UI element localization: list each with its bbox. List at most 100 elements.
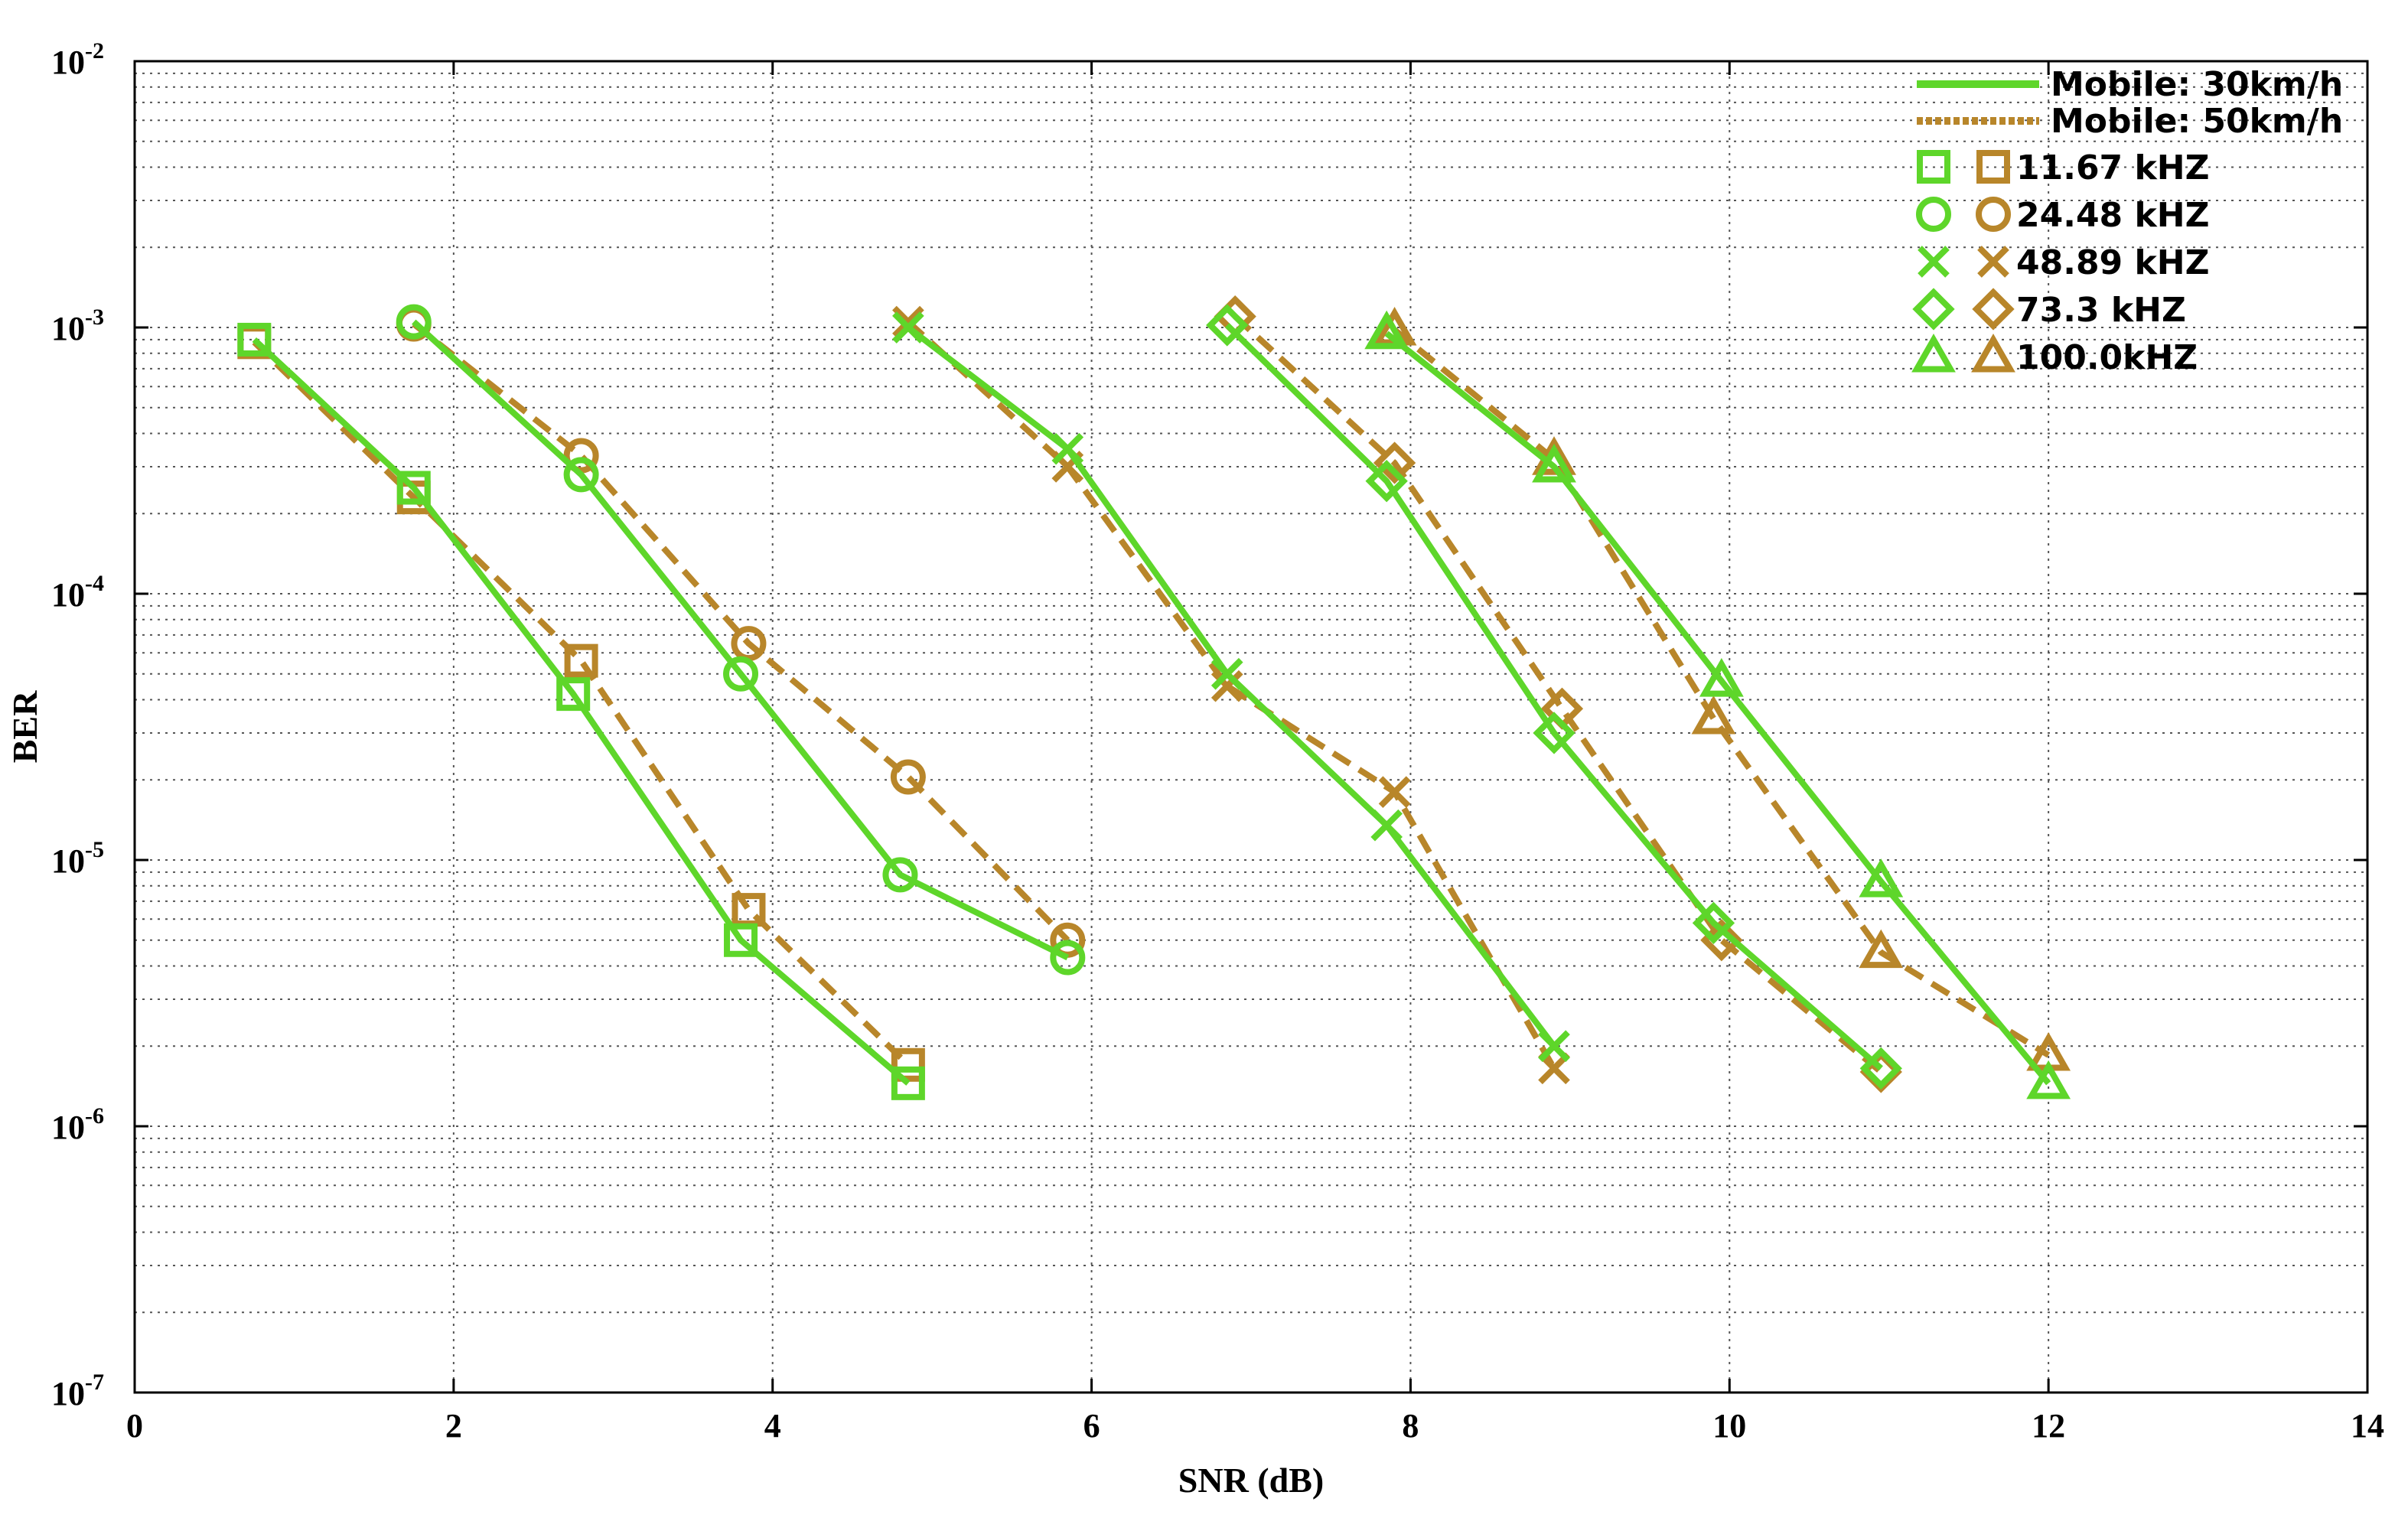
data-point bbox=[1211, 669, 1243, 702]
y-tick-exponent: -4 bbox=[85, 571, 104, 596]
y-tick-exponent: -6 bbox=[85, 1103, 104, 1129]
legend-marker-50 bbox=[1971, 333, 2015, 373]
data-point bbox=[1538, 1030, 1570, 1063]
legend-label: Mobile: 50km/h bbox=[2051, 102, 2343, 141]
legend-label: 24.48 kHZ bbox=[2016, 196, 2209, 235]
series-x-30kmh bbox=[892, 311, 1570, 1063]
data-point bbox=[1364, 310, 1409, 350]
legend-marker-30 bbox=[1916, 197, 1951, 232]
data-point bbox=[892, 311, 924, 344]
data-point bbox=[1859, 929, 1904, 969]
x-marker-stroke bbox=[892, 305, 924, 338]
data-point bbox=[891, 1047, 925, 1082]
data-point bbox=[1692, 901, 1735, 944]
x-marker-stroke bbox=[892, 311, 924, 344]
y-tick-exponent: -2 bbox=[85, 38, 104, 64]
data-point bbox=[724, 923, 758, 957]
series-square-30kmh bbox=[237, 322, 925, 1100]
x-marker-stroke bbox=[1918, 246, 1950, 278]
data-point bbox=[1365, 460, 1408, 503]
legend-label: 100.0kHZ bbox=[2016, 338, 2198, 377]
series-circle-30kmh bbox=[396, 304, 1086, 976]
x-marker-stroke bbox=[1378, 776, 1411, 808]
data-point bbox=[891, 1066, 925, 1100]
legend-marker-30 bbox=[1917, 150, 1950, 184]
data-point bbox=[1532, 443, 1576, 483]
data-point bbox=[1691, 695, 1736, 735]
data-point bbox=[1206, 304, 1249, 347]
x-marker-stroke bbox=[1211, 657, 1243, 690]
series-line bbox=[1224, 323, 1883, 1071]
data-point bbox=[890, 759, 926, 795]
data-point bbox=[1859, 858, 1904, 897]
data-point bbox=[723, 656, 759, 692]
y-tick-label: 10-6 bbox=[51, 1103, 104, 1146]
legend-label: Mobile: 30km/h bbox=[2051, 65, 2343, 104]
data-point bbox=[396, 304, 432, 340]
x-marker-stroke bbox=[1977, 246, 2009, 278]
y-tick-exponent: -3 bbox=[85, 305, 104, 330]
series-layer bbox=[237, 295, 2071, 1100]
x-tick-label: 10 bbox=[1712, 1407, 1746, 1445]
plot-frame bbox=[133, 60, 2369, 1394]
y-axis-label: BER bbox=[5, 690, 44, 763]
legend-marker-30 bbox=[1918, 246, 1950, 278]
y-tick-label: 10-3 bbox=[51, 305, 104, 347]
x-marker-stroke bbox=[1211, 669, 1243, 702]
legend-label: 11.67 kHZ bbox=[2016, 148, 2209, 187]
data-point bbox=[1370, 809, 1403, 842]
series-line bbox=[1384, 331, 2051, 1086]
x-marker-stroke bbox=[1051, 432, 1084, 465]
legend-marker-50 bbox=[1977, 246, 2009, 278]
y-tick-exponent: -5 bbox=[85, 837, 104, 862]
x-axis-label: SNR (dB) bbox=[1178, 1461, 1324, 1500]
x-tick-label: 6 bbox=[1083, 1407, 1100, 1445]
legend-label: 73.3 kHZ bbox=[2016, 291, 2186, 330]
data-point bbox=[731, 626, 767, 662]
data-point bbox=[564, 643, 598, 678]
y-tick-label: 10-5 bbox=[51, 837, 104, 880]
data-point bbox=[563, 438, 599, 474]
data-point bbox=[1211, 657, 1243, 690]
legend-marker-50 bbox=[1976, 197, 2011, 232]
data-point bbox=[396, 471, 431, 505]
series-line bbox=[1393, 327, 2051, 1058]
x-tick-label: 8 bbox=[1402, 1407, 1419, 1445]
data-point bbox=[2026, 1060, 2071, 1099]
series-diamond-30kmh bbox=[1206, 304, 1902, 1090]
data-point bbox=[1051, 432, 1084, 465]
x-tick-label: 0 bbox=[126, 1407, 143, 1445]
x-tick-label: 2 bbox=[445, 1407, 462, 1445]
x-tick-label: 4 bbox=[764, 1407, 781, 1445]
series-line bbox=[412, 319, 1070, 961]
x-tick-label: 12 bbox=[2032, 1407, 2065, 1445]
legend-marker-50 bbox=[1976, 150, 2010, 184]
data-point bbox=[1699, 658, 1744, 697]
series-line bbox=[1233, 314, 1883, 1075]
legend-marker-30 bbox=[1911, 333, 1956, 373]
series-triangle-30kmh bbox=[1364, 310, 2071, 1099]
data-point bbox=[556, 677, 591, 712]
x-tick-label: 14 bbox=[2351, 1407, 2384, 1445]
y-tick-label: 10-4 bbox=[51, 571, 104, 614]
data-point bbox=[563, 457, 599, 493]
data-point bbox=[1050, 940, 1086, 976]
x-marker-stroke bbox=[1538, 1030, 1570, 1063]
y-tick-exponent: -7 bbox=[85, 1370, 104, 1395]
y-tick-label: 10-7 bbox=[51, 1370, 104, 1412]
legend-marker-30 bbox=[1912, 288, 1955, 331]
series-line bbox=[252, 340, 911, 1067]
data-point bbox=[882, 857, 918, 893]
data-point bbox=[1859, 1047, 1902, 1090]
data-point bbox=[237, 322, 272, 357]
series-line bbox=[412, 321, 1070, 943]
legend-label: 48.89 kHZ bbox=[2016, 243, 2209, 282]
data-point bbox=[1378, 776, 1411, 808]
data-point bbox=[1533, 712, 1575, 754]
series-line bbox=[252, 337, 911, 1086]
legend-marker-50 bbox=[1972, 288, 2015, 331]
